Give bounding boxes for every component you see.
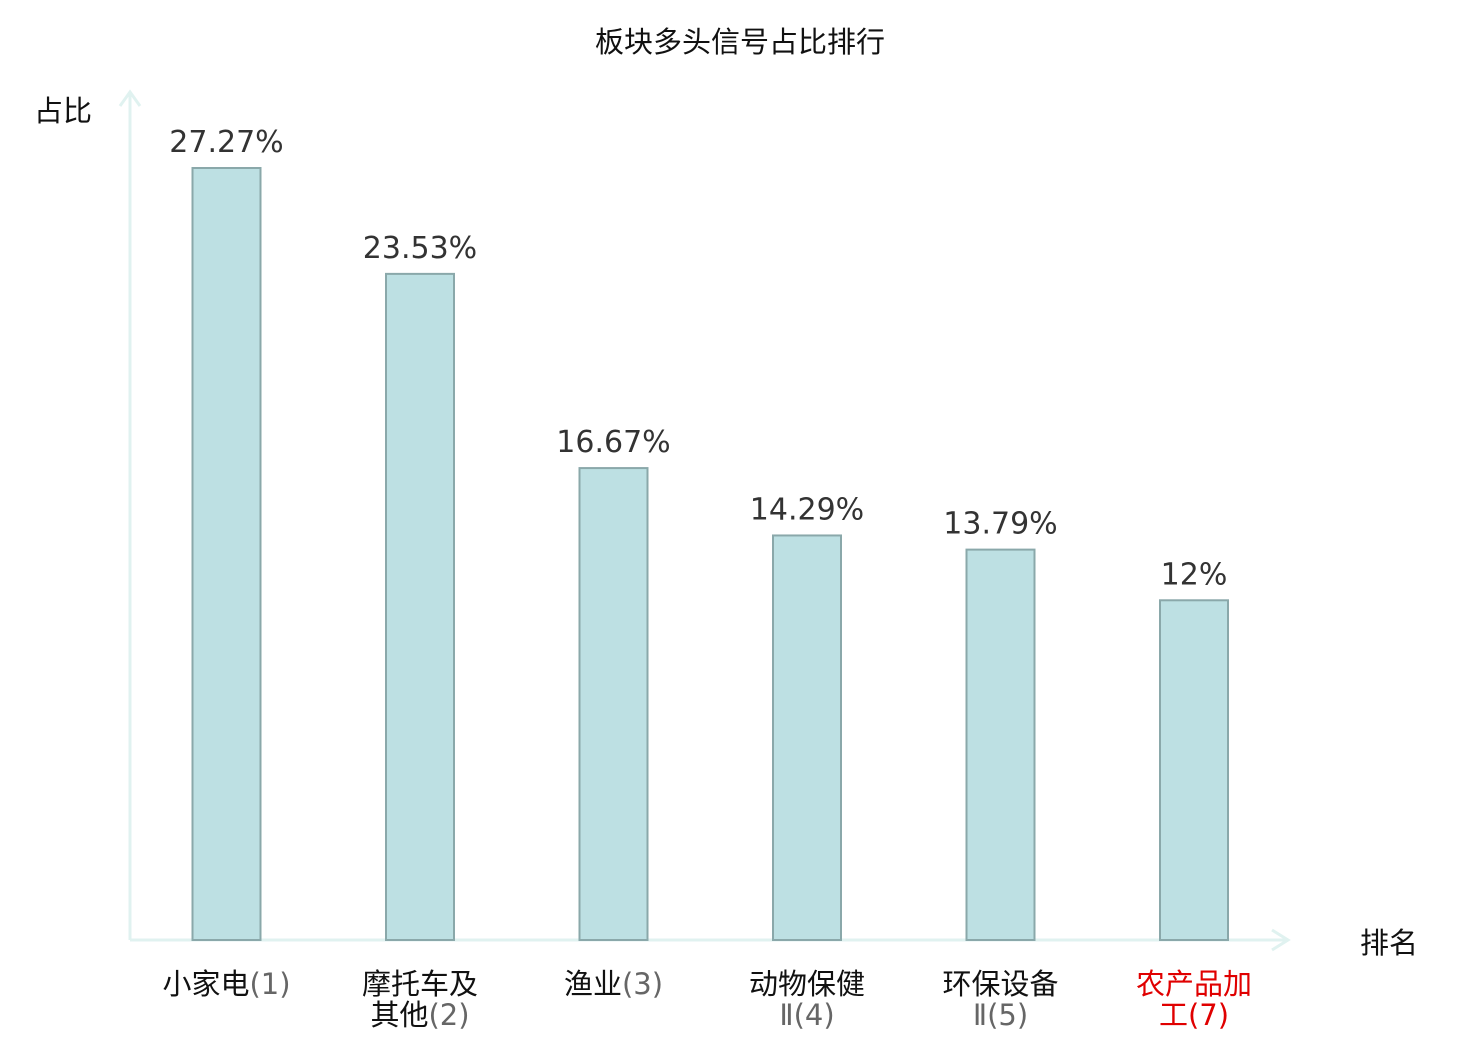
category-rank: (2) [428,998,469,1032]
bar [191,167,262,941]
data-label: 14.29% [750,492,864,527]
data-label: 16.67% [556,425,670,460]
category-label: 其他(2) [370,998,469,1032]
data-label: 27.27% [169,125,283,160]
bar [385,272,455,942]
bar [1159,599,1229,941]
x-axis-arrow [1271,928,1291,952]
category-label: 动物保健 [749,967,865,1001]
category-name: 工 [1159,998,1188,1032]
category-label: 工(7) [1159,998,1229,1032]
category-rank: Ⅱ(4) [779,998,834,1032]
category-label: Ⅱ(4) [779,998,834,1032]
category-label: 摩托车及 [362,967,478,1001]
data-label: 13.79% [943,507,1057,542]
bars-layer [191,167,1229,942]
x-axis-label: 排名 [1360,926,1418,960]
category-label: 农产品加 [1136,967,1252,1001]
category-label: 小家电(1) [162,967,290,1001]
y-axis-label: 占比 [34,94,92,128]
category-name: 动物保健 [749,967,865,1001]
bar [772,534,842,941]
category-rank: (3) [622,967,663,1001]
data-label: 23.53% [363,231,477,266]
category-label: Ⅱ(5) [973,998,1028,1032]
chart-title: 板块多头信号占比排行 [595,25,885,59]
category-name: 摩托车及 [362,967,478,1001]
category-name: 渔业 [564,967,622,1001]
y-axis-arrow [118,89,142,107]
data-label: 12% [1161,557,1228,592]
category-rank: (1) [249,967,290,1001]
category-name: 环保设备 [942,967,1058,1001]
category-name: 其他 [370,998,428,1032]
category-label: 渔业(3) [564,967,663,1001]
category-label: 环保设备 [942,967,1058,1001]
category-rank: (7) [1188,998,1229,1032]
bar [578,467,649,941]
category-rank: Ⅱ(5) [973,998,1028,1032]
bar [965,548,1036,941]
category-name: 小家电 [162,967,249,1001]
value-labels-layer: 27.27% 23.53% 16.67% 14.29% 13.79% 12% [169,125,1227,592]
category-name: 农产品加 [1136,967,1252,1001]
